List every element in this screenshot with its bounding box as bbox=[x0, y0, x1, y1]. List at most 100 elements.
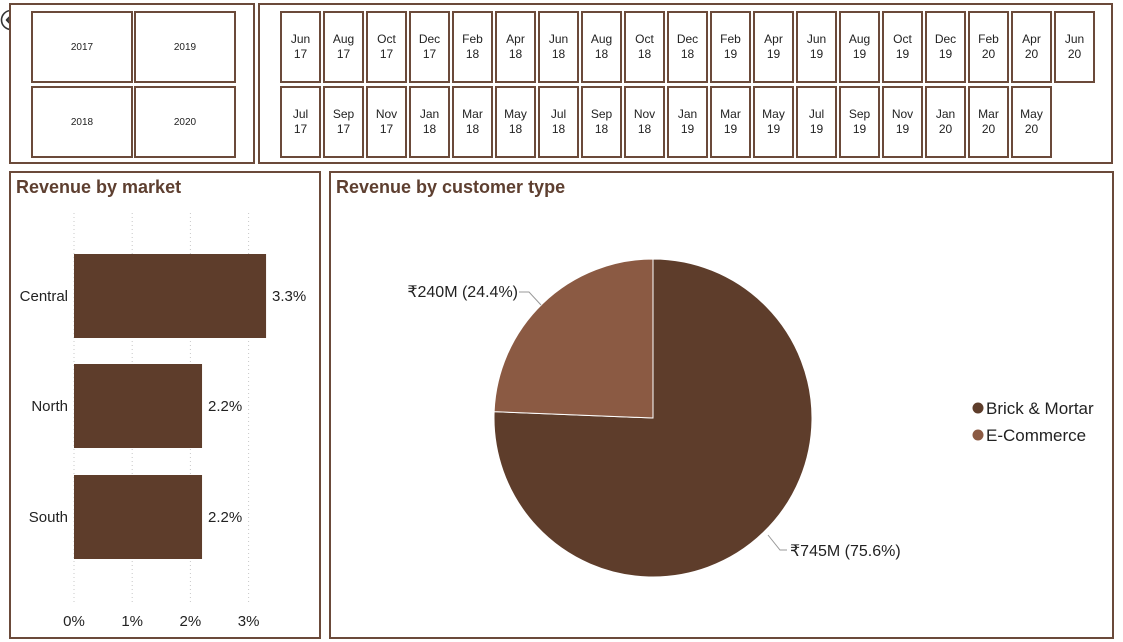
x-tick-label: 3% bbox=[238, 613, 260, 630]
year-label: 17 bbox=[336, 47, 351, 61]
x-tick-label: 1% bbox=[121, 613, 143, 630]
year-label: 18 bbox=[594, 47, 609, 61]
year-label: 17 bbox=[379, 47, 394, 61]
month-tile[interactable]: Dec 17 bbox=[409, 11, 450, 83]
year-label: 19 bbox=[723, 122, 738, 136]
year-label: 19 bbox=[680, 122, 695, 136]
year-label: 18 bbox=[465, 47, 480, 61]
month-tile[interactable]: Jun 17 bbox=[280, 11, 321, 83]
month-label: Mar bbox=[462, 107, 483, 121]
year-tile-2017[interactable]: 2017 bbox=[31, 11, 133, 83]
legend-label[interactable]: Brick & Mortar bbox=[986, 399, 1094, 418]
month-tile[interactable]: Nov 18 bbox=[624, 86, 665, 158]
month-tile[interactable]: Apr 20 bbox=[1011, 11, 1052, 83]
category-label: North bbox=[31, 398, 68, 415]
month-tile[interactable]: Nov 17 bbox=[366, 86, 407, 158]
month-tile[interactable]: Aug 18 bbox=[581, 11, 622, 83]
month-tile[interactable]: Jan 19 bbox=[667, 86, 708, 158]
month-tile[interactable]: Oct 17 bbox=[366, 11, 407, 83]
month-tile[interactable]: Mar 18 bbox=[452, 86, 493, 158]
month-label: Jun bbox=[806, 32, 827, 46]
month-tile[interactable]: Oct 18 bbox=[624, 11, 665, 83]
year-tile-2018[interactable]: 2018 bbox=[31, 86, 133, 158]
month-label: Jul bbox=[292, 107, 309, 121]
month-tile[interactable]: Aug 17 bbox=[323, 11, 364, 83]
month-tile[interactable]: Jun 18 bbox=[538, 11, 579, 83]
x-tick-label: 0% bbox=[63, 613, 85, 630]
month-label: Jul bbox=[808, 107, 825, 121]
year-label: 18 bbox=[422, 122, 437, 136]
month-tile[interactable]: May 20 bbox=[1011, 86, 1052, 158]
year-tile-2020[interactable]: 2020 bbox=[134, 86, 236, 158]
year-label: 19 bbox=[895, 122, 910, 136]
month-label: Apr bbox=[506, 32, 525, 46]
month-label: Jan bbox=[419, 107, 440, 121]
year-label: 17 bbox=[293, 122, 308, 136]
month-tile[interactable]: Apr 18 bbox=[495, 11, 536, 83]
month-tile[interactable]: Jul 18 bbox=[538, 86, 579, 158]
revenue-by-market-chart: Revenue by market Central 3.3% North 2.2% So… bbox=[9, 171, 321, 639]
bar-north[interactable] bbox=[74, 364, 203, 448]
category-label: South bbox=[29, 509, 68, 526]
year-label: 18 bbox=[551, 47, 566, 61]
month-slicer: Jun 17 Aug 17 Oct 17 Dec 17 Feb 18 Apr 18 Jun 18 Aug 18… bbox=[258, 3, 1113, 164]
pie-slice-e-commerce[interactable] bbox=[493, 258, 654, 419]
month-tile[interactable]: Mar 20 bbox=[968, 86, 1009, 158]
month-tile[interactable]: Jan 20 bbox=[925, 86, 966, 158]
month-label: Jul bbox=[550, 107, 567, 121]
year-label: 18 bbox=[508, 47, 523, 61]
month-tile[interactable]: Sep 19 bbox=[839, 86, 880, 158]
month-tile[interactable]: Dec 18 bbox=[667, 11, 708, 83]
year-label: 19 bbox=[938, 47, 953, 61]
year-label: 17 bbox=[293, 47, 308, 61]
month-tile[interactable]: Apr 19 bbox=[753, 11, 794, 83]
month-tile[interactable]: Sep 17 bbox=[323, 86, 364, 158]
month-label: Oct bbox=[377, 32, 396, 46]
year-label: 19 bbox=[809, 122, 824, 136]
data-label: ₹745M (75.6%) bbox=[790, 543, 901, 560]
data-label: 3.3% bbox=[272, 288, 306, 305]
leader-line bbox=[519, 291, 542, 306]
year-label: 18 bbox=[508, 122, 523, 136]
year-label: 19 bbox=[809, 47, 824, 61]
year-label: 18 bbox=[637, 122, 652, 136]
year-label: 18 bbox=[465, 122, 480, 136]
month-label: Nov bbox=[891, 107, 914, 121]
bar-central[interactable] bbox=[74, 254, 267, 338]
leader-line bbox=[767, 534, 787, 551]
month-label: Sep bbox=[848, 107, 871, 121]
month-tile[interactable]: Feb 19 bbox=[710, 11, 751, 83]
month-label: Aug bbox=[848, 32, 871, 46]
month-label: Apr bbox=[1022, 32, 1041, 46]
month-label: Sep bbox=[590, 107, 613, 121]
month-tile[interactable]: Feb 18 bbox=[452, 11, 493, 83]
month-label: Feb bbox=[720, 32, 741, 46]
legend-marker bbox=[972, 402, 984, 414]
year-tile-2019[interactable]: 2019 bbox=[134, 11, 236, 83]
month-label: Dec bbox=[934, 32, 957, 46]
month-tile[interactable]: Jun 19 bbox=[796, 11, 837, 83]
legend-label[interactable]: E-Commerce bbox=[986, 426, 1086, 445]
month-tile[interactable]: Sep 18 bbox=[581, 86, 622, 158]
month-tile[interactable]: Jun 20 bbox=[1054, 11, 1095, 83]
data-label: ₹240M (24.4%) bbox=[407, 284, 518, 301]
month-tile[interactable]: May 18 bbox=[495, 86, 536, 158]
month-tile[interactable]: Feb 20 bbox=[968, 11, 1009, 83]
year-label: 20 bbox=[1024, 47, 1039, 61]
chart-title: Revenue by market bbox=[16, 177, 182, 197]
month-tile[interactable]: Oct 19 bbox=[882, 11, 923, 83]
month-tile[interactable]: Aug 19 bbox=[839, 11, 880, 83]
data-label: 2.2% bbox=[208, 509, 242, 526]
month-tile[interactable]: Mar 19 bbox=[710, 86, 751, 158]
month-tile[interactable]: Jul 19 bbox=[796, 86, 837, 158]
month-tile[interactable]: Jan 18 bbox=[409, 86, 450, 158]
month-tile[interactable]: Jul 17 bbox=[280, 86, 321, 158]
month-label: Jun bbox=[548, 32, 569, 46]
revenue-by-customer-type-chart: Revenue by customer type ₹240M (24.4%) ₹7… bbox=[329, 171, 1114, 639]
year-label: 19 bbox=[895, 47, 910, 61]
year-label: 19 bbox=[766, 47, 781, 61]
month-tile[interactable]: Dec 19 bbox=[925, 11, 966, 83]
bar-south[interactable] bbox=[74, 475, 203, 559]
month-tile[interactable]: May 19 bbox=[753, 86, 794, 158]
month-tile[interactable]: Nov 19 bbox=[882, 86, 923, 158]
